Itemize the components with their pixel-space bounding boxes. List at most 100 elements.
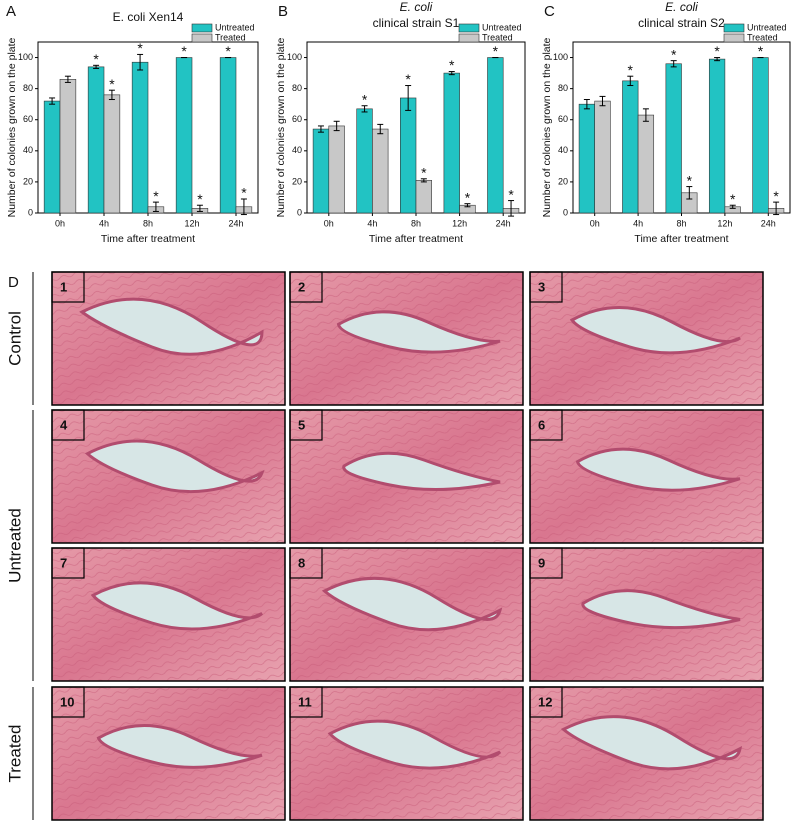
legend-label: Treated bbox=[747, 32, 778, 42]
micrograph: 1 bbox=[51, 271, 286, 406]
bar bbox=[443, 72, 460, 214]
micrograph: 2 bbox=[289, 271, 524, 406]
significance-mark: * bbox=[405, 71, 411, 87]
number-box bbox=[289, 686, 323, 718]
significance-mark: * bbox=[93, 51, 99, 67]
panel-label: C bbox=[544, 3, 555, 20]
bar bbox=[103, 94, 121, 214]
y-tick-label: 40 bbox=[292, 145, 302, 155]
number-box bbox=[51, 409, 85, 441]
x-tick-label: 4h bbox=[99, 218, 109, 228]
bar bbox=[43, 100, 61, 214]
legend-label: Untreated bbox=[215, 22, 255, 32]
x-axis-label: Time after treatment bbox=[634, 233, 728, 245]
lumen bbox=[581, 589, 741, 630]
bar bbox=[59, 79, 77, 214]
number-box bbox=[289, 271, 323, 303]
chart-subtitle: clinical strain S1 bbox=[373, 16, 460, 30]
bar bbox=[665, 63, 682, 214]
bar bbox=[578, 103, 595, 214]
bar bbox=[752, 57, 769, 214]
bar bbox=[400, 97, 417, 214]
bar bbox=[372, 128, 389, 214]
lumen bbox=[96, 724, 263, 769]
x-tick-label: 0h bbox=[55, 218, 65, 228]
lumen bbox=[90, 581, 264, 631]
x-tick-label: 12h bbox=[717, 218, 732, 228]
bar bbox=[708, 58, 726, 214]
lumen bbox=[336, 310, 501, 354]
frame bbox=[529, 409, 764, 544]
bar bbox=[175, 57, 193, 214]
significance-mark: * bbox=[137, 40, 143, 56]
micrograph: 10 bbox=[51, 686, 286, 821]
bar bbox=[356, 108, 373, 214]
panel-number: 8 bbox=[298, 555, 305, 570]
frame bbox=[529, 271, 764, 406]
number-box bbox=[51, 547, 85, 579]
x-tick-label: 12h bbox=[184, 218, 199, 228]
x-tick-label: 0h bbox=[324, 218, 334, 228]
panel-number: 12 bbox=[538, 694, 552, 709]
x-tick-label: 24h bbox=[496, 218, 511, 228]
micrograph: 12 bbox=[529, 686, 764, 821]
frame bbox=[529, 686, 764, 821]
significance-mark: * bbox=[714, 43, 720, 59]
significance-mark: * bbox=[758, 43, 764, 59]
frame bbox=[51, 686, 286, 821]
significance-mark: * bbox=[773, 188, 779, 204]
significance-mark: * bbox=[421, 165, 427, 181]
legend-swatch bbox=[191, 23, 213, 33]
lumen bbox=[327, 719, 502, 770]
number-box bbox=[51, 686, 85, 718]
micrograph: 11 bbox=[289, 686, 524, 821]
significance-mark: * bbox=[109, 76, 115, 92]
legend-swatch bbox=[458, 23, 480, 33]
significance-mark: * bbox=[449, 57, 455, 73]
x-axis-label: Time after treatment bbox=[101, 233, 195, 245]
number-box bbox=[529, 547, 563, 579]
significance-mark: * bbox=[225, 43, 231, 59]
lumen bbox=[84, 439, 265, 494]
row-label: Untreated bbox=[5, 508, 24, 583]
legend-swatch bbox=[458, 33, 480, 43]
significance-mark: * bbox=[671, 46, 677, 62]
bar bbox=[637, 114, 655, 214]
micrograph: 9 bbox=[529, 547, 764, 682]
x-tick-label: 8h bbox=[676, 218, 686, 228]
y-tick-label: 40 bbox=[23, 145, 33, 155]
lumen bbox=[569, 306, 741, 355]
panel-label: D bbox=[8, 274, 19, 291]
panel-number: 9 bbox=[538, 555, 545, 570]
micrograph: 6 bbox=[529, 409, 764, 544]
x-tick-label: 8h bbox=[143, 218, 153, 228]
legend-swatch bbox=[723, 23, 745, 33]
number-box bbox=[529, 271, 563, 303]
micrograph: 3 bbox=[529, 271, 764, 406]
bar bbox=[622, 80, 639, 214]
bar bbox=[312, 128, 330, 214]
significance-mark: * bbox=[628, 62, 634, 78]
x-tick-label: 4h bbox=[367, 218, 377, 228]
panel-label: A bbox=[6, 3, 16, 20]
panel-label: B bbox=[278, 3, 288, 20]
significance-mark: * bbox=[181, 43, 187, 59]
micrograph: 8 bbox=[289, 547, 524, 682]
frame bbox=[51, 409, 286, 544]
frame bbox=[289, 686, 524, 821]
legend-swatch bbox=[191, 33, 213, 43]
y-tick-label: 100 bbox=[553, 52, 568, 62]
micrograph: 7 bbox=[51, 547, 286, 682]
y-axis-label: Number of colonies grown on the plate bbox=[6, 37, 18, 217]
panel-number: 7 bbox=[60, 555, 67, 570]
bar bbox=[219, 57, 237, 214]
legend-swatch bbox=[723, 33, 745, 43]
significance-mark: * bbox=[465, 189, 471, 205]
lumen bbox=[560, 715, 743, 771]
row-label: Treated bbox=[5, 725, 24, 783]
lumen bbox=[342, 451, 501, 492]
significance-mark: * bbox=[197, 191, 203, 207]
number-box bbox=[529, 686, 563, 718]
significance-mark: * bbox=[730, 191, 736, 207]
